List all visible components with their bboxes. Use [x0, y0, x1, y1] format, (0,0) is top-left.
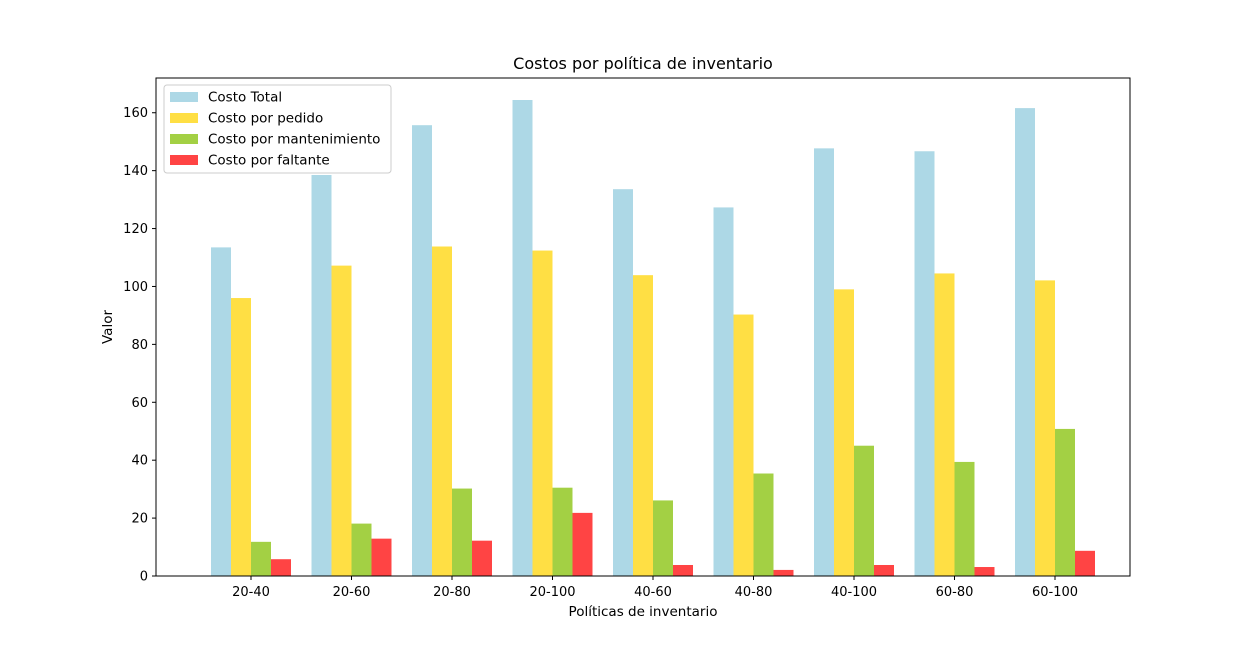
y-tick-label: 120: [123, 222, 148, 237]
y-tick-label: 0: [140, 570, 148, 585]
bar-3-20-40: [251, 541, 271, 576]
bar-4-40-100: [874, 564, 894, 576]
bar-2-40-80: [733, 314, 754, 576]
bar-4-40-60: [673, 564, 693, 576]
x-tick-label: 20-60: [333, 585, 371, 600]
bars-layer: [211, 100, 1095, 577]
bar-1-60-80: [914, 151, 935, 576]
bar-1-20-40: [211, 247, 231, 576]
bar-4-60-80: [974, 567, 995, 576]
bar-1-40-60: [613, 189, 633, 576]
bar-2-60-100: [1035, 280, 1055, 576]
legend-entry-label: Costo por faltante: [208, 153, 330, 169]
bar-2-20-80: [432, 246, 452, 576]
bar-1-20-100: [512, 100, 533, 577]
x-axis-label: Políticas de inventario: [569, 604, 718, 620]
plot-frame: [155, 77, 1131, 577]
bar-4-20-80: [472, 540, 492, 576]
bar-1-20-80: [412, 125, 432, 576]
x-axis-ticks: 20-40 20-60 20-80 20-100 40-60 40-80 40-100 60-…: [232, 576, 1078, 600]
x-tick-label: 60-80: [936, 585, 974, 600]
y-tick-label: 160: [123, 106, 148, 121]
bar-3-20-80: [452, 488, 472, 576]
bar-1-40-100: [814, 148, 834, 576]
legend: Costo Total Costo por pedido Costo por man…: [163, 84, 392, 174]
bar-2-20-100: [532, 250, 553, 576]
legend-swatch: [170, 113, 198, 123]
bar-3-20-60: [351, 523, 372, 576]
y-tick-label: 140: [123, 164, 148, 179]
legend-swatch: [170, 155, 198, 165]
bar-2-20-40: [231, 298, 251, 576]
y-axis-label: Valor: [100, 310, 116, 344]
legend-entry-label: Costo Total: [208, 90, 282, 106]
bar-4-20-60: [371, 538, 392, 576]
bar-2-60-80: [934, 273, 955, 576]
bar-1-60-100: [1015, 108, 1035, 576]
x-tick-label: 20-80: [433, 585, 471, 600]
legend-swatch: [170, 92, 198, 102]
bar-4-20-100: [572, 512, 593, 576]
legend-entry-label: Costo por pedido: [208, 111, 323, 127]
x-tick-label: 40-80: [735, 585, 773, 600]
y-tick-label: 40: [131, 454, 148, 469]
legend-swatch: [170, 134, 198, 144]
bar-3-60-100: [1055, 428, 1075, 576]
bar-4-60-100: [1075, 550, 1095, 576]
bar-4-20-40: [271, 559, 291, 576]
x-tick-label: 20-100: [529, 585, 575, 600]
bar-3-40-80: [753, 473, 774, 576]
bar-1-40-80: [713, 207, 734, 576]
y-tick-label: 80: [131, 338, 148, 353]
y-axis-ticks: 0 20 40 60 80 100 120 140 160: [123, 106, 156, 585]
bar-2-20-60: [331, 265, 352, 576]
x-tick-label: 60-100: [1032, 585, 1078, 600]
x-tick-label: 40-100: [831, 585, 877, 600]
bar-4-40-80: [773, 569, 794, 576]
x-tick-label: 20-40: [232, 585, 270, 600]
chart-title: Costos por política de inventario: [513, 54, 773, 73]
bar-2-40-60: [633, 275, 653, 576]
x-tick-label: 40-60: [634, 585, 672, 600]
bar-3-40-100: [854, 445, 874, 576]
legend-entry-label: Costo por mantenimiento: [208, 132, 380, 148]
legend-box: [163, 84, 392, 174]
bar-1-20-60: [311, 174, 332, 576]
y-tick-label: 20: [131, 512, 148, 527]
bar-3-20-100: [552, 487, 573, 576]
bar-3-60-80: [954, 461, 975, 576]
bar-3-40-60: [653, 500, 673, 576]
bar-2-40-100: [834, 289, 854, 576]
y-tick-label: 100: [123, 280, 148, 295]
y-tick-label: 60: [131, 396, 148, 411]
